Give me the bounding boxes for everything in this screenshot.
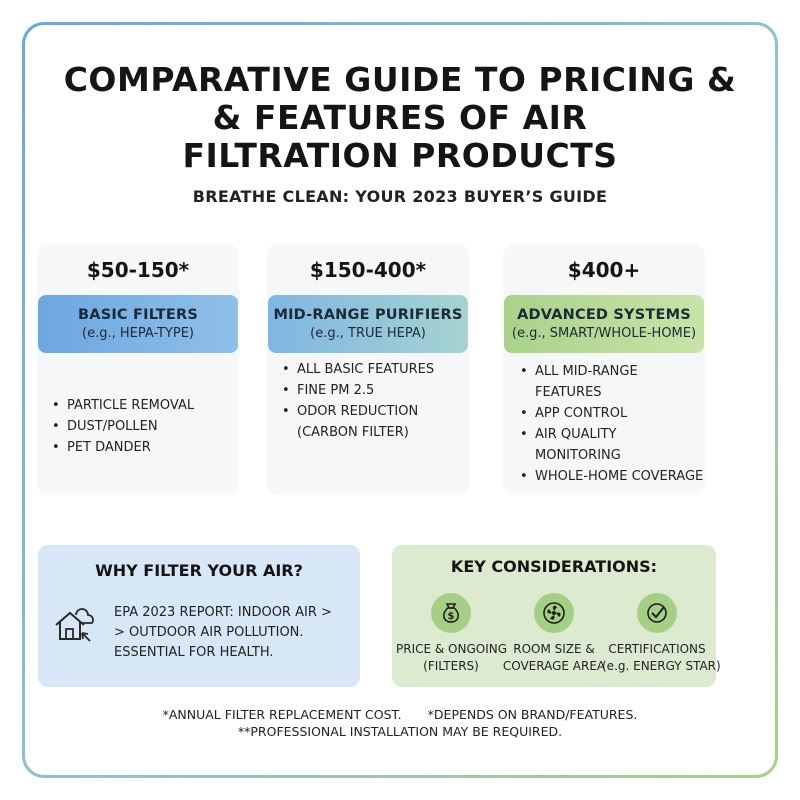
consideration-label-line: PRICE & ONGOING [396, 642, 508, 656]
check-badge-icon [647, 603, 667, 623]
tier-feature-list: ALL MID-RANGE FEATURES APP CONTROL AIR Q… [520, 361, 704, 487]
consideration-room-size: ROOM SIZE & COVERAGE AREA [499, 593, 609, 675]
consideration-label: CERTIFICATIONS (e.g. ENERGY STAR) [602, 641, 721, 675]
why-line: ESSENTIAL FOR HEALTH. [114, 645, 274, 660]
title-line-1: COMPARATIVE GUIDE TO PRICING & [63, 60, 737, 99]
money-bag-icon: $ [443, 603, 459, 623]
consideration-label-line: COVERAGE AREA [502, 659, 606, 673]
feature-item: WHOLE-HOME COVERAGE [520, 466, 704, 487]
tier-card-advanced: $400+ ADVANCED SYSTEMS (e.g., SMART/WHOL… [504, 245, 704, 493]
feature-item-continuation: (CARBON FILTER) [297, 425, 409, 440]
tier-feature-list: ALL BASIC FEATURES FINE PM 2.5 ODOR REDU… [282, 359, 468, 443]
why-filter-box: WHY FILTER YOUR AIR? EPA 2023 REPORT: IN… [38, 545, 360, 687]
consideration-price: $ PRICE & ONGOING (FILTERS) [396, 593, 508, 675]
tier-card-basic: $50-150* BASIC FILTERS (e.g., HEPA-TYPE)… [38, 245, 238, 493]
page-subtitle: BREATHE CLEAN: YOUR 2023 BUYER’S GUIDE [192, 187, 608, 206]
consideration-label: ROOM SIZE & COVERAGE AREA [499, 641, 609, 675]
tier-example: (e.g., TRUE HEPA) [310, 326, 426, 341]
fan-icon [543, 602, 565, 624]
icon-circle: $ [431, 593, 471, 633]
tier-price: $50-150* [86, 258, 190, 282]
why-line: > OUTDOOR AIR POLLUTION. [114, 625, 304, 640]
key-title: KEY CONSIDERATIONS: [450, 557, 658, 576]
tier-price: $400+ [567, 258, 641, 282]
footnotes: *ANNUAL FILTER REPLACEMENT COST. *DEPENDS… [0, 706, 800, 740]
icon-circle [534, 593, 574, 633]
feature-item: PARTICLE REMOVAL [52, 395, 238, 416]
page-title: COMPARATIVE GUIDE TO PRICING & & FEATURE… [25, 61, 775, 175]
tier-example: (e.g., SMART/WHOLE-HOME) [511, 326, 697, 341]
feature-item: ALL MID-RANGE [520, 361, 704, 382]
footnote-depends: *DEPENDS ON BRAND/FEATURES. [427, 707, 638, 722]
why-title: WHY FILTER YOUR AIR? [95, 561, 303, 580]
tier-name: MID-RANGE PURIFIERS [273, 307, 463, 323]
consideration-label-line: CERTIFICATIONS [608, 642, 706, 656]
tier-header-band: ADVANCED SYSTEMS (e.g., SMART/WHOLE-HOME… [504, 295, 704, 353]
feature-item: FINE PM 2.5 [282, 380, 468, 401]
title-line-3: FILTRATION PRODUCTS [182, 136, 618, 175]
feature-item: ODOR REDUCTION [282, 401, 468, 422]
why-line: EPA 2023 REPORT: INDOOR AIR > [114, 605, 332, 620]
why-body: EPA 2023 REPORT: INDOOR AIR > > OUTDOOR … [114, 603, 332, 663]
key-considerations-box: KEY CONSIDERATIONS: $ PRICE & ONGOING (F… [392, 545, 721, 687]
tier-price: $150-400* [309, 258, 427, 282]
feature-item-continuation: FEATURES [535, 385, 602, 400]
footnote-annual-cost: *ANNUAL FILTER REPLACEMENT COST. [162, 707, 402, 722]
tier-header-band: MID-RANGE PURIFIERS (e.g., TRUE HEPA) [268, 295, 468, 353]
consideration-label-line: (e.g. ENERGY STAR) [602, 659, 721, 673]
feature-item: PET DANDER [52, 437, 238, 458]
consideration-label-line: (FILTERS) [423, 659, 479, 673]
tier-name: ADVANCED SYSTEMS [517, 307, 691, 323]
consideration-label: PRICE & ONGOING (FILTERS) [396, 641, 508, 675]
tier-header-band: BASIC FILTERS (e.g., HEPA-TYPE) [38, 295, 238, 353]
tier-feature-list: PARTICLE REMOVAL DUST/POLLEN PET DANDER [52, 395, 238, 458]
tier-example: (e.g., HEPA-TYPE) [82, 326, 194, 341]
title-line-2: & FEATURES OF AIR [212, 98, 588, 137]
feature-item: ALL BASIC FEATURES [282, 359, 468, 380]
svg-text:$: $ [448, 611, 455, 622]
footnote-installation: **PROFESSIONAL INSTALLATION MAY BE REQUI… [237, 724, 563, 739]
icon-circle [637, 593, 677, 633]
consideration-label-line: ROOM SIZE & [513, 642, 595, 656]
tier-card-mid-range: $150-400* MID-RANGE PURIFIERS (e.g., TRU… [268, 245, 468, 493]
feature-item: APP CONTROL [520, 403, 704, 424]
feature-item: DUST/POLLEN [52, 416, 238, 437]
house-cursor-icon [55, 608, 94, 642]
consideration-certifications: CERTIFICATIONS (e.g. ENERGY STAR) [602, 593, 721, 675]
tier-name: BASIC FILTERS [78, 307, 198, 323]
feature-item: AIR QUALITY MONITORING [520, 424, 704, 466]
